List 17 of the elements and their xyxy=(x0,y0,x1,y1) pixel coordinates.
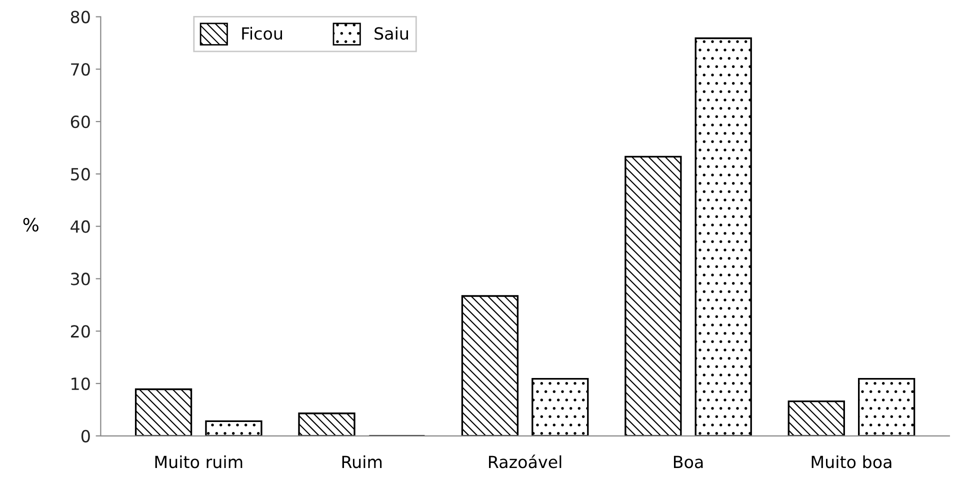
y-tick-label: 70 xyxy=(71,63,90,76)
y-axis-title: % xyxy=(23,218,38,232)
legend-label: Saiu xyxy=(374,26,408,40)
legend-label: Ficou xyxy=(242,26,282,40)
x-tick-label: Razoável xyxy=(489,454,562,468)
x-tick-label: Muito boa xyxy=(812,455,892,468)
x-tick-label: Ruim xyxy=(342,455,382,468)
y-tick-label: 50 xyxy=(71,168,90,181)
y-tick-label: 10 xyxy=(72,377,90,390)
y-tick-label: 20 xyxy=(70,325,90,338)
x-tick-label: Muito ruim xyxy=(155,455,242,468)
y-tick-label: 30 xyxy=(71,272,90,286)
y-tick-label: 0 xyxy=(81,430,90,442)
y-tick-label: 80 xyxy=(70,10,90,24)
y-tick-label: 40 xyxy=(70,220,90,233)
y-tick-label: 60 xyxy=(70,116,90,128)
x-tick-label: Boa xyxy=(674,456,703,468)
